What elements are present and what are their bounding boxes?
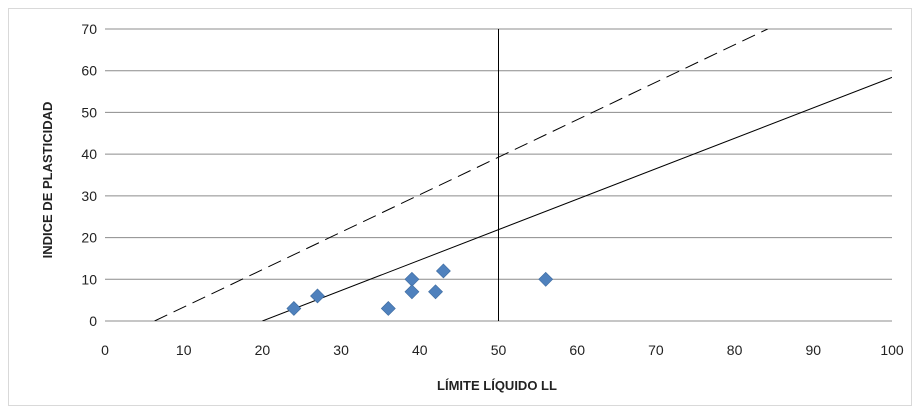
x-tick-label-20: 20 <box>255 342 271 358</box>
chart-frame <box>8 8 912 406</box>
x-tick-label-40: 40 <box>412 342 428 358</box>
y-tick-labels: 0 10 20 30 40 50 60 70 <box>81 21 97 329</box>
y-tick-label-20: 20 <box>81 230 97 246</box>
x-axis-title: LÍMITE LÍQUIDO LL <box>437 378 557 393</box>
data-point-1 <box>286 301 302 316</box>
x-tick-label-80: 80 <box>727 342 743 358</box>
y-axis-title: INDICE DE PLASTICIDAD <box>40 102 55 259</box>
data-point-2 <box>310 288 325 304</box>
x-tick-label-60: 60 <box>569 342 585 358</box>
data-points <box>286 263 554 316</box>
y-tick-label-30: 30 <box>81 188 97 204</box>
x-tick-label-30: 30 <box>333 342 349 358</box>
x-tick-label-10: 10 <box>176 342 192 358</box>
x-tick-labels: 0 10 20 30 40 50 60 70 80 90 100 <box>101 342 904 358</box>
x-tick-label-90: 90 <box>806 342 822 358</box>
x-tick-label-50: 50 <box>491 342 507 358</box>
y-tick-label-10: 10 <box>81 271 97 287</box>
reference-lines <box>154 29 892 321</box>
reference-line-solid <box>262 76 892 321</box>
data-point-6 <box>428 284 443 300</box>
x-tick-label-70: 70 <box>648 342 664 358</box>
x-tick-label-100: 100 <box>880 342 904 358</box>
reference-line-dashed <box>154 29 768 321</box>
y-tick-label-0: 0 <box>89 313 97 329</box>
data-point-7 <box>435 263 451 279</box>
data-point-3 <box>380 301 396 316</box>
x-tick-label-0: 0 <box>101 342 109 358</box>
y-tick-label-40: 40 <box>81 146 97 162</box>
data-point-4 <box>404 271 420 287</box>
data-point-8 <box>538 271 554 287</box>
data-point-5 <box>404 284 420 300</box>
y-tick-label-60: 60 <box>81 63 97 79</box>
y-tick-label-70: 70 <box>81 21 97 37</box>
y-tick-label-50: 50 <box>81 104 97 120</box>
